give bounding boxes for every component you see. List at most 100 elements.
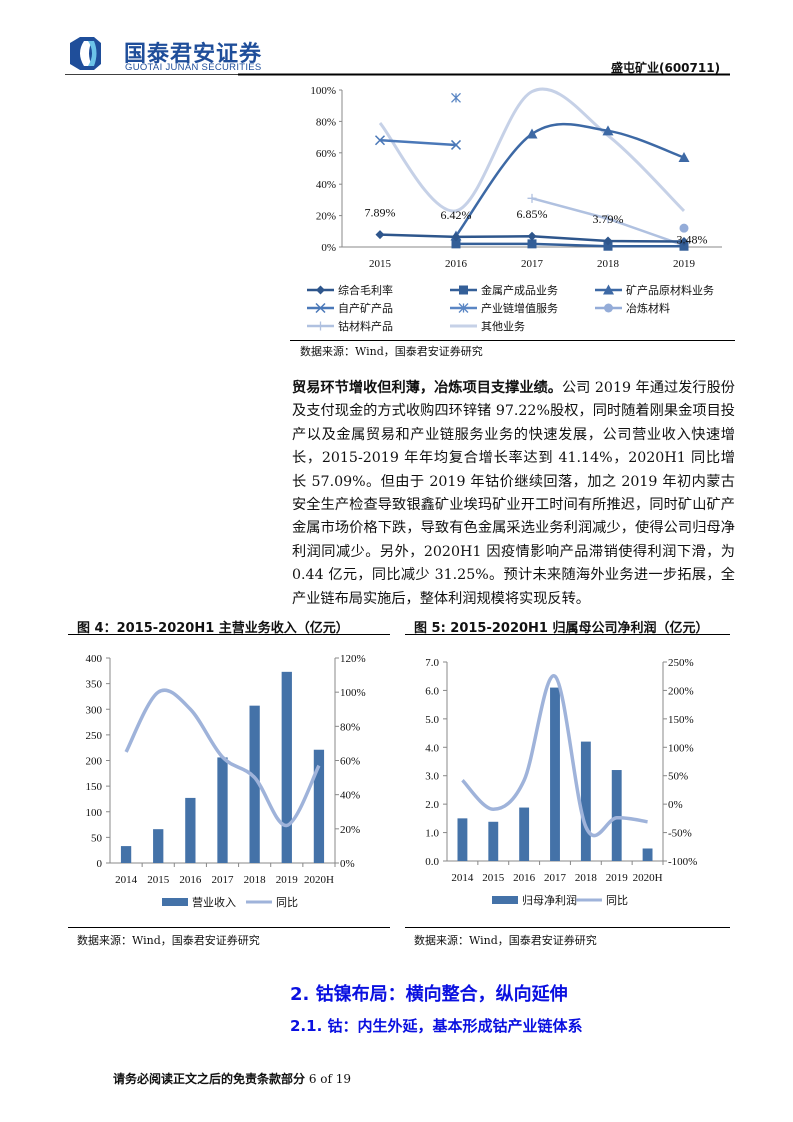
x-tick-label: 2018 bbox=[597, 258, 620, 270]
right-tick-label: 0% bbox=[340, 858, 355, 870]
left-tick-label: 3.0 bbox=[425, 771, 439, 783]
y-tick-label: 80% bbox=[316, 116, 336, 128]
bar bbox=[642, 848, 653, 861]
x-tick-label: 2019 bbox=[606, 872, 629, 884]
x-tick-label: 2016 bbox=[513, 872, 536, 884]
x-tick-label: 2014 bbox=[451, 872, 474, 884]
y-tick-label: 60% bbox=[316, 148, 336, 160]
footer-disclaimer: 请务必阅读正文之后的免责条款部分 bbox=[113, 1072, 306, 1086]
stock-name: 盛屯矿业(600711) bbox=[611, 61, 721, 75]
x-tick-label: 2018 bbox=[244, 874, 267, 886]
right-tick-label: 0% bbox=[668, 799, 683, 811]
data-point bbox=[374, 135, 386, 146]
data-point bbox=[527, 239, 537, 249]
legend-label: 营业收入 bbox=[192, 895, 236, 909]
x-tick-label: 2019 bbox=[276, 874, 299, 886]
left-tick-label: 1.0 bbox=[425, 828, 439, 840]
data-point bbox=[603, 241, 613, 251]
legend-label: 自产矿产品 bbox=[338, 301, 393, 315]
bar bbox=[488, 821, 499, 861]
fig4-title: 图 4：2015-2020H1 主营业务收入（亿元） bbox=[77, 621, 349, 636]
data-label: 3.79% bbox=[593, 212, 624, 226]
bar bbox=[313, 749, 325, 863]
legend-label: 同比 bbox=[276, 896, 298, 909]
brand-name: 国泰君安证券 bbox=[124, 42, 263, 67]
right-tick-label: 200% bbox=[668, 685, 694, 697]
bar bbox=[580, 741, 591, 861]
bar bbox=[249, 705, 260, 863]
yoy-line bbox=[124, 688, 321, 828]
legend-label: 钴材料产品 bbox=[338, 319, 393, 333]
revenue-chart: 0 50 100 150 200 250 300 350 400 0% 20% 40% 60% 80% 10… bbox=[86, 653, 366, 909]
data-point bbox=[527, 231, 537, 241]
legend-label: 金属产成品业务 bbox=[481, 283, 558, 297]
legend-label: 产业链增值服务 bbox=[481, 301, 558, 315]
right-tick-label: 60% bbox=[340, 756, 360, 768]
data-point bbox=[603, 214, 613, 224]
left-tick-label: 4.0 bbox=[425, 742, 439, 754]
series-line-7 bbox=[378, 87, 686, 213]
right-tick-label: 20% bbox=[340, 824, 360, 836]
right-tick-label: 80% bbox=[340, 721, 360, 733]
data-point bbox=[451, 232, 461, 242]
left-tick-label: 7.0 bbox=[425, 657, 439, 669]
data-point bbox=[450, 139, 462, 150]
legend-bar-swatch bbox=[492, 896, 518, 904]
left-tick-label: 400 bbox=[86, 653, 103, 665]
legend-label: 同比 bbox=[606, 894, 628, 907]
data-label: 3.48% bbox=[677, 233, 708, 247]
right-tick-label: 250% bbox=[668, 657, 694, 669]
bar bbox=[611, 770, 622, 861]
x-tick-label: 2015 bbox=[482, 872, 505, 884]
bar bbox=[120, 846, 132, 863]
legend-marker bbox=[603, 284, 614, 295]
bar bbox=[550, 687, 560, 861]
x-tick-label: 2014 bbox=[115, 874, 138, 886]
left-tick-label: 0.0 bbox=[425, 856, 439, 868]
legend-label: 综合毛利率 bbox=[338, 283, 393, 297]
data-point bbox=[526, 128, 538, 139]
x-tick-label: 2015 bbox=[369, 258, 392, 270]
fig4-source: 数据来源：Wind，国泰君安证券研究 bbox=[77, 934, 260, 947]
series-line-2 bbox=[454, 122, 685, 237]
data-point bbox=[678, 152, 690, 163]
legend-marker bbox=[459, 285, 468, 295]
legend-label: 冶炼材料 bbox=[626, 301, 670, 315]
section-heading: 2. 钴镍布局：横向整合，纵向延伸 bbox=[290, 984, 568, 1005]
bar bbox=[185, 797, 196, 863]
net-profit-chart: 0.0 1.0 2.0 3.0 4.0 5.0 6.0 7.0 -100% -50% 0% 50% 10… bbox=[425, 657, 697, 907]
paragraph-body: 公司 2019 年通过发行股份及支付现金的方式收购四环锌锗 97.22%股权，同… bbox=[292, 380, 735, 607]
gross-margin-chart: 0% 20% 40% 60% 80% 100% 2015 2016 2017 2018 2019 7.… bbox=[307, 85, 722, 333]
right-tick-label: 150% bbox=[668, 714, 694, 726]
left-tick-label: 5.0 bbox=[425, 714, 439, 726]
bar bbox=[519, 807, 530, 861]
left-tick-label: 150 bbox=[86, 781, 103, 793]
right-tick-label: 40% bbox=[340, 790, 360, 802]
fig5-source: 数据来源：Wind，国泰君安证券研究 bbox=[414, 934, 597, 947]
right-tick-label: -100% bbox=[668, 856, 697, 868]
bar bbox=[281, 671, 292, 863]
right-tick-label: -50% bbox=[668, 828, 692, 840]
data-point bbox=[375, 230, 385, 240]
left-tick-label: 100 bbox=[86, 807, 103, 819]
data-point bbox=[451, 239, 461, 249]
fig5-title: 图 5: 2015-2020H1 归属母公司净利润（亿元） bbox=[414, 621, 709, 636]
y-tick-label: 100% bbox=[310, 85, 336, 97]
left-tick-label: 200 bbox=[86, 756, 103, 768]
bar bbox=[217, 757, 228, 863]
legend-marker bbox=[315, 302, 326, 314]
left-tick-label: 6.0 bbox=[425, 685, 439, 697]
data-point bbox=[679, 237, 689, 247]
x-tick-label: 2015 bbox=[147, 874, 170, 886]
data-point bbox=[679, 223, 689, 233]
x-tick-label: 2016 bbox=[179, 874, 202, 886]
x-tick-label: 2020H bbox=[304, 874, 334, 886]
x-tick-label: 2017 bbox=[544, 872, 567, 884]
top-chart-source: 数据来源：Wind，国泰君安证券研究 bbox=[300, 345, 483, 358]
y-tick-label: 20% bbox=[316, 211, 336, 223]
bar bbox=[457, 818, 468, 861]
x-tick-label: 2019 bbox=[673, 258, 696, 270]
left-tick-label: 50 bbox=[91, 832, 103, 844]
x-tick-label: 2018 bbox=[575, 872, 598, 884]
